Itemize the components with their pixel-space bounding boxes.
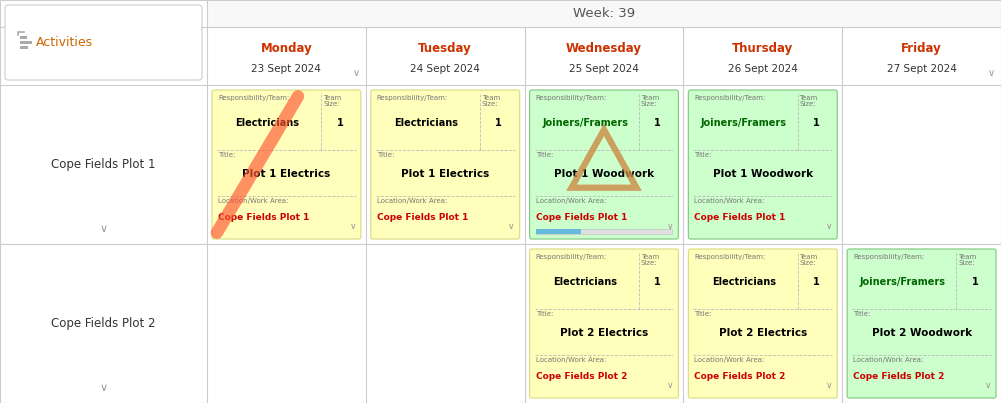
Text: ∨: ∨ <box>667 381 674 390</box>
Text: Title:: Title: <box>853 311 871 317</box>
Bar <box>536 229 581 234</box>
Text: Joiners/Framers: Joiners/Framers <box>860 277 946 287</box>
Bar <box>20 46 28 49</box>
FancyBboxPatch shape <box>847 249 996 398</box>
Text: Week: 39: Week: 39 <box>573 7 635 20</box>
Text: Plot 2 Electrics: Plot 2 Electrics <box>560 328 648 338</box>
FancyBboxPatch shape <box>212 90 360 239</box>
Text: Cope Fields Plot 1: Cope Fields Plot 1 <box>51 158 156 171</box>
Text: 1: 1 <box>813 118 820 128</box>
Text: Friday: Friday <box>901 42 942 55</box>
Text: Cope Fields Plot 1: Cope Fields Plot 1 <box>376 213 468 222</box>
Text: Location/Work Area:: Location/Work Area: <box>853 357 924 364</box>
Text: Responsibility/Team:: Responsibility/Team: <box>695 254 766 260</box>
Text: Plot 1 Woodwork: Plot 1 Woodwork <box>554 169 654 179</box>
Text: Joiners/Framers: Joiners/Framers <box>543 118 629 128</box>
Text: Responsibility/Team:: Responsibility/Team: <box>376 95 448 101</box>
Text: Cope Fields Plot 2: Cope Fields Plot 2 <box>536 372 627 381</box>
Text: Plot 2 Electrics: Plot 2 Electrics <box>719 328 807 338</box>
Text: Plot 1 Woodwork: Plot 1 Woodwork <box>713 169 813 179</box>
Text: Location/Work Area:: Location/Work Area: <box>536 198 606 204</box>
Text: Joiners/Framers: Joiners/Framers <box>701 118 787 128</box>
Text: Cope Fields Plot 1: Cope Fields Plot 1 <box>536 213 627 222</box>
Text: ∨: ∨ <box>826 381 833 390</box>
Text: ∨: ∨ <box>826 222 833 231</box>
Text: Electricians: Electricians <box>554 277 618 287</box>
Bar <box>536 229 673 234</box>
Text: Location/Work Area:: Location/Work Area: <box>695 357 765 364</box>
Text: Title:: Title: <box>536 152 553 158</box>
Text: ∨: ∨ <box>352 68 359 78</box>
Text: 1: 1 <box>655 118 661 128</box>
Text: Team
Size:: Team Size: <box>958 254 977 266</box>
Text: Electricians: Electricians <box>712 277 776 287</box>
Text: Team
Size:: Team Size: <box>481 95 500 107</box>
Bar <box>20 41 32 44</box>
Text: 1: 1 <box>655 277 661 287</box>
FancyBboxPatch shape <box>5 5 202 80</box>
Text: Responsibility/Team:: Responsibility/Team: <box>853 254 925 260</box>
Text: ∨: ∨ <box>987 68 995 78</box>
Text: Electricians: Electricians <box>394 118 458 128</box>
Text: Cope Fields Plot 2: Cope Fields Plot 2 <box>51 317 156 330</box>
Text: Title:: Title: <box>376 152 394 158</box>
Text: Team
Size:: Team Size: <box>641 95 659 107</box>
Text: Cope Fields Plot 2: Cope Fields Plot 2 <box>853 372 945 381</box>
Text: Plot 1 Electrics: Plot 1 Electrics <box>401 169 489 179</box>
Text: Team
Size:: Team Size: <box>800 95 818 107</box>
Text: Title:: Title: <box>218 152 235 158</box>
Text: Responsibility/Team:: Responsibility/Team: <box>218 95 289 101</box>
Text: ∨: ∨ <box>509 222 515 231</box>
Text: Cope Fields Plot 1: Cope Fields Plot 1 <box>695 213 786 222</box>
Bar <box>0 0 1001 27</box>
Text: Activities: Activities <box>36 36 93 49</box>
Text: ∨: ∨ <box>99 383 107 393</box>
Text: 24 Sept 2024: 24 Sept 2024 <box>410 64 480 74</box>
Text: Location/Work Area:: Location/Work Area: <box>695 198 765 204</box>
Text: 1: 1 <box>813 277 820 287</box>
Bar <box>0 0 207 27</box>
Text: 1: 1 <box>495 118 503 128</box>
FancyBboxPatch shape <box>689 249 837 398</box>
Text: Monday: Monday <box>260 42 312 55</box>
Text: Plot 1 Electrics: Plot 1 Electrics <box>242 169 330 179</box>
Text: 27 Sept 2024: 27 Sept 2024 <box>887 64 957 74</box>
Text: 26 Sept 2024: 26 Sept 2024 <box>728 64 798 74</box>
Text: Cope Fields Plot 1: Cope Fields Plot 1 <box>218 213 309 222</box>
Text: Plot 2 Woodwork: Plot 2 Woodwork <box>872 328 972 338</box>
Text: Team
Size:: Team Size: <box>800 254 818 266</box>
Bar <box>0 27 1001 85</box>
Text: Location/Work Area:: Location/Work Area: <box>218 198 288 204</box>
FancyBboxPatch shape <box>530 249 679 398</box>
Text: ∨: ∨ <box>99 224 107 234</box>
Text: Tuesday: Tuesday <box>418 42 472 55</box>
Text: 1: 1 <box>336 118 343 128</box>
FancyBboxPatch shape <box>689 90 837 239</box>
Text: Cope Fields Plot 2: Cope Fields Plot 2 <box>695 372 786 381</box>
Text: Location/Work Area:: Location/Work Area: <box>376 198 447 204</box>
Text: ∨: ∨ <box>349 222 356 231</box>
Text: Title:: Title: <box>695 311 712 317</box>
Text: Electricians: Electricians <box>235 118 299 128</box>
Text: Team
Size:: Team Size: <box>323 95 341 107</box>
Text: 23 Sept 2024: 23 Sept 2024 <box>251 64 321 74</box>
Text: 1: 1 <box>972 277 979 287</box>
Text: Responsibility/Team:: Responsibility/Team: <box>536 95 607 101</box>
Text: Title:: Title: <box>536 311 553 317</box>
Text: ∨: ∨ <box>985 381 991 390</box>
Text: Team
Size:: Team Size: <box>641 254 659 266</box>
Text: Wednesday: Wednesday <box>566 42 642 55</box>
Text: Title:: Title: <box>695 152 712 158</box>
Text: Thursday: Thursday <box>732 42 794 55</box>
Text: Responsibility/Team:: Responsibility/Team: <box>695 95 766 101</box>
Text: ∨: ∨ <box>667 222 674 231</box>
FancyBboxPatch shape <box>530 90 679 239</box>
FancyBboxPatch shape <box>370 90 520 239</box>
Text: 25 Sept 2024: 25 Sept 2024 <box>569 64 639 74</box>
Text: Location/Work Area:: Location/Work Area: <box>536 357 606 364</box>
Bar <box>20 36 27 39</box>
Text: Responsibility/Team:: Responsibility/Team: <box>536 254 607 260</box>
